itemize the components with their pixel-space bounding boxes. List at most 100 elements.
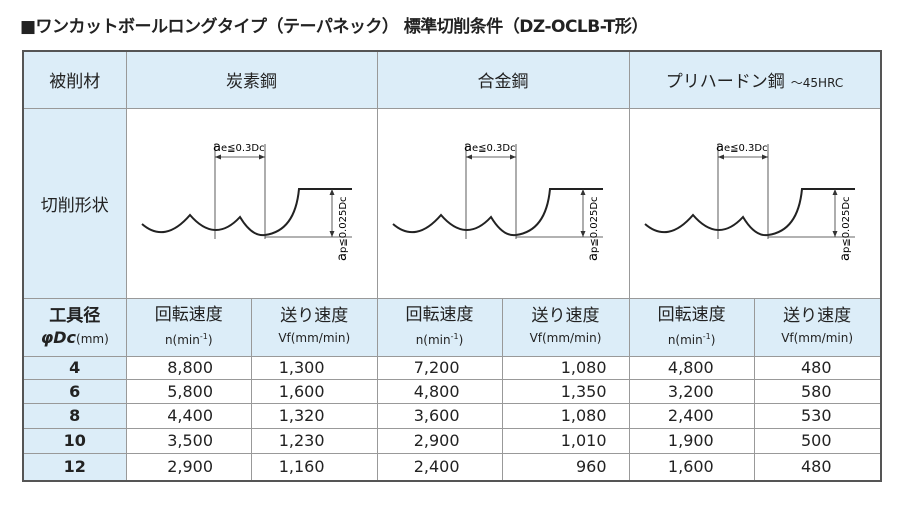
column-name: 回転速度 <box>154 304 223 325</box>
unit-part: Vf(mm/min) <box>529 331 602 345</box>
group-note: ～45HRC <box>790 76 844 91</box>
dia-mm: (mm) <box>76 331 109 346</box>
ap-rest: p≦0.025Dc <box>841 196 852 253</box>
profile <box>391 188 603 237</box>
value: 1,600 <box>251 378 378 404</box>
unit-part: -1 <box>450 331 459 341</box>
unit-part: ) <box>458 332 464 347</box>
column-unit: n(min-1) <box>127 326 251 351</box>
value: 1,300 <box>251 355 378 380</box>
value: 480 <box>753 452 882 482</box>
ae-a: a <box>464 140 472 155</box>
ap-a: a <box>335 253 350 261</box>
unit-part: -1 <box>199 331 208 341</box>
value: 7,200 <box>376 355 503 380</box>
diameter: 10 <box>22 427 127 454</box>
value: 3,200 <box>628 378 755 404</box>
value: 2,900 <box>125 452 252 482</box>
value: 1,080 <box>501 355 630 380</box>
header-row: 被削材 炭素鋼 合金鋼 プリハードン鋼 ～45HRC <box>22 50 881 109</box>
value: 500 <box>753 427 882 454</box>
dia-symbol: φDc <box>40 327 77 347</box>
column-header: 回転速度 n(min-1) <box>376 297 503 357</box>
shape-row: 切削形状 ae≦0.3Dc ap≦0.025Dc ae≦0.3Dc ap≦0.025Dc… <box>22 107 881 299</box>
value: 1,600 <box>628 452 755 482</box>
dia-header: 工具径 φDc(mm) <box>22 297 127 357</box>
shape-cell: ae≦0.3Dc ap≦0.025Dc <box>628 107 881 299</box>
ap-label: ap≦0.025Dc <box>586 196 601 261</box>
arrow <box>580 189 585 237</box>
column-unit: Vf(mm/min) <box>503 327 628 349</box>
data-row: 12 2,900 1,160 2,400 960 1,600 480 <box>22 452 882 482</box>
diameter: 8 <box>22 402 127 429</box>
ae-label: ae≦0.3Dc <box>464 140 516 155</box>
value: 1,010 <box>501 427 630 454</box>
ae-a: a <box>716 140 724 155</box>
ap-rest: p≦0.025Dc <box>338 196 349 253</box>
ae-rest: e≦0.3Dc <box>471 143 515 154</box>
column-header: 送り速度 Vf(mm/min) <box>753 297 882 357</box>
unit-part: n(min <box>164 332 200 347</box>
data-row: 8 4,400 1,320 3,600 1,080 2,400 530 <box>22 402 882 429</box>
value: 1,900 <box>628 427 755 454</box>
value: 1,160 <box>251 452 378 482</box>
shape-cell: ae≦0.3Dc ap≦0.025Dc <box>125 107 378 299</box>
ap-a: a <box>838 253 853 261</box>
unit-part: -1 <box>702 331 711 341</box>
group-name: プリハードン鋼 <box>665 72 785 93</box>
unit-part: ) <box>207 332 213 347</box>
value: 3,600 <box>376 402 503 429</box>
value: 4,800 <box>628 355 755 380</box>
header-material: 被削材 <box>22 50 127 109</box>
ap-label: ap≦0.025Dc <box>838 196 853 261</box>
column-name: 送り速度 <box>783 306 852 326</box>
diameter: 4 <box>22 355 127 380</box>
column-unit: n(min-1) <box>630 326 753 351</box>
column-name: 送り速度 <box>531 306 600 326</box>
ap-a: a <box>586 253 601 261</box>
header-group: プリハードン鋼 ～45HRC <box>628 50 881 109</box>
column-header: 送り速度 Vf(mm/min) <box>501 297 630 357</box>
diameter: 12 <box>22 452 127 482</box>
header-group: 合金鋼 <box>376 50 630 109</box>
ae-a: a <box>213 140 221 155</box>
unit-part: Vf(mm/min) <box>781 331 854 345</box>
subheader-row: 工具径 φDc(mm) 回転速度 n(min-1) 送り速度 Vf(mm/min) 回転速度… <box>22 297 882 357</box>
profile <box>140 188 352 237</box>
header-group: 炭素鋼 <box>125 50 378 109</box>
column-name: 送り速度 <box>280 306 349 326</box>
unit-part: ) <box>710 332 716 347</box>
value: 530 <box>753 402 882 429</box>
profile <box>643 188 855 237</box>
column-name: 回転速度 <box>657 304 726 325</box>
value: 2,400 <box>628 402 755 429</box>
value: 1,230 <box>251 427 378 454</box>
arrow <box>465 154 516 160</box>
cutting-table: 被削材 炭素鋼 合金鋼 プリハードン鋼 ～45HRC 切削形状 ae≦0.3Dc ap≦0.0… <box>22 50 882 482</box>
value: 4,400 <box>125 402 252 429</box>
value: 480 <box>753 355 882 380</box>
ae-label: ae≦0.3Dc <box>213 140 265 155</box>
value: 5,800 <box>125 378 252 404</box>
column-unit: Vf(mm/min) <box>252 327 376 349</box>
data-row: 4 8,800 1,300 7,200 1,080 4,800 480 <box>22 355 882 380</box>
dia-unit: φDc(mm) <box>24 327 125 350</box>
value: 1,350 <box>501 378 630 404</box>
title: ■ワンカットボールロングタイプ（テーパネック） 標準切削条件（DZ-OCLB-T… <box>20 17 648 37</box>
column-header: 送り速度 Vf(mm/min) <box>251 297 378 357</box>
value: 2,400 <box>376 452 503 482</box>
dia-name: 工具径 <box>49 305 101 326</box>
value: 1,320 <box>251 402 378 429</box>
ae-rest: e≦0.3Dc <box>220 143 264 154</box>
column-header: 回転速度 n(min-1) <box>628 297 755 357</box>
value: 2,900 <box>376 427 503 454</box>
value: 960 <box>501 452 630 482</box>
column-unit: Vf(mm/min) <box>755 327 879 349</box>
unit-part: n(min <box>415 332 451 347</box>
column-name: 回転速度 <box>405 304 474 325</box>
arrow <box>329 189 334 237</box>
ae-label: ae≦0.3Dc <box>716 140 768 155</box>
